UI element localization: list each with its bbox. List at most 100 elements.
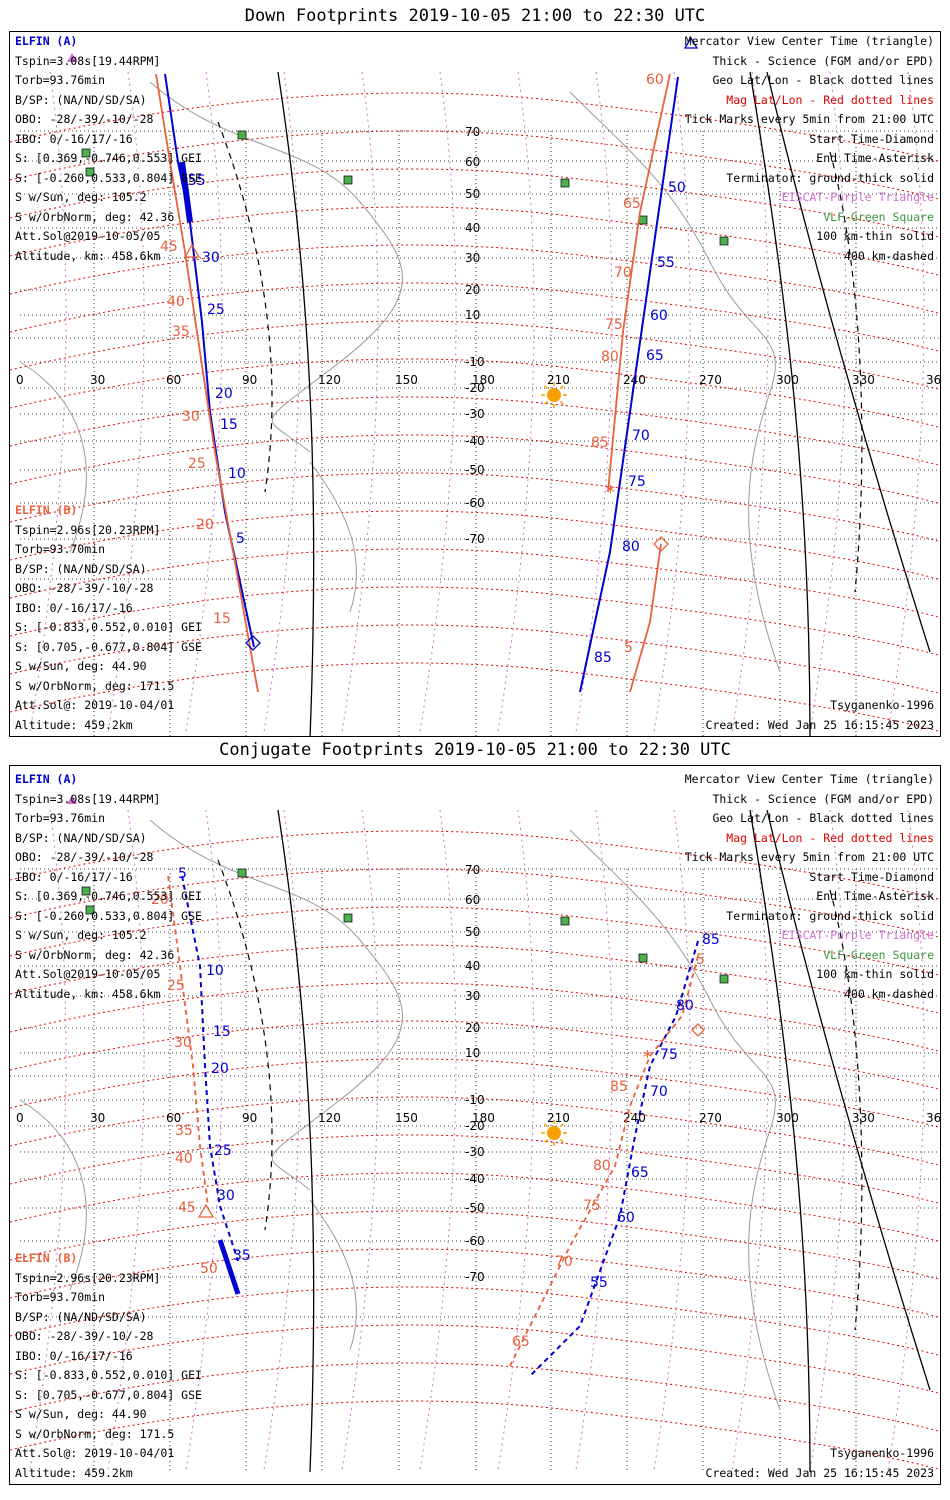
elfin-b-tick-label: 75 [583, 1198, 601, 1214]
legend-line: Mercator View Center Time (triangle) [684, 34, 934, 48]
start-diamond [653, 536, 669, 552]
lat-tick-label: -70 [465, 532, 485, 546]
elfin-b-tick-label: 70 [555, 1254, 573, 1270]
elfin-b-tick-label: 85 [610, 1079, 628, 1095]
lat-tick-label: -20 [465, 381, 485, 395]
sun-ray [544, 400, 549, 405]
sun-ray [544, 1138, 549, 1143]
elfin-a-tick-label: 25 [214, 1143, 232, 1159]
created-label: Created: Wed Jan 25 16:15:45 2023 [705, 717, 934, 732]
elfin-b-tick-label: 5 [696, 952, 705, 968]
legend-line: Start Time-Diamond [809, 131, 934, 146]
elfin-a-science-segment [179, 161, 193, 223]
info-line: S: [0.369,-0.746,0.553] GEI [15, 889, 202, 903]
mag-lon-line [419, 71, 457, 733]
elfin-a-tick-label: 60 [650, 308, 668, 324]
sun-ray [559, 1123, 564, 1128]
legend-line: Tick Marks every 5min from 21:00 UTC [684, 112, 934, 126]
400km-line [217, 859, 273, 1231]
legend-line: Start Time-Diamond [809, 869, 934, 884]
vlf-station-square [638, 215, 648, 225]
elfin-a-tick-label: 30 [217, 1188, 235, 1204]
footer-right: Tsyganenko-1996 Created: Wed Jan 25 16:1… [706, 696, 934, 735]
lat-tick-label: 30 [465, 251, 480, 265]
elfin-b-tick-label: 40 [175, 1151, 193, 1167]
legend-line: Terminator: ground-thick solid [726, 170, 934, 185]
legend-triangle [683, 36, 699, 49]
legend-line: 400 km-dashed [843, 986, 934, 1001]
elfin-a-tick-label: 65 [646, 348, 664, 364]
lat-tick-label: -50 [465, 463, 485, 477]
info-line: IBO: 0/-16/17/-16 [15, 131, 133, 146]
elfin-b-tick-label: 80 [601, 349, 619, 365]
vlf-station-square [85, 905, 95, 915]
elfin-b-tick-label: 5 [624, 640, 633, 656]
lon-tick-label: 0 [16, 373, 24, 387]
info-line: B/SP: (NA/ND/SD/SA) [15, 561, 147, 576]
lat-tick-label: -60 [465, 496, 485, 510]
info-line: Torb=93.70min [15, 1290, 106, 1304]
elfin-b-tick-label: 60 [646, 72, 664, 88]
eiscat-triangle [67, 53, 77, 62]
mag-lon-line [185, 71, 223, 733]
lon-tick-label: 300 [776, 1111, 799, 1125]
elfin-a-tick-label: 60 [617, 1210, 635, 1226]
lon-tick-label: 120 [318, 373, 341, 387]
coastline [149, 819, 403, 1191]
coastline [149, 81, 403, 453]
lon-tick-label: 360 [926, 373, 941, 387]
mag-lon-line [575, 809, 613, 1471]
elfin-a-tick-label: 25 [207, 302, 225, 318]
elfin-b-track [607, 73, 671, 493]
conjugate-footprints-panel: 0306090120150180210240270300330360706050… [9, 765, 941, 1485]
elfin-a-header: ELFIN (A) [15, 34, 78, 48]
lat-tick-label: -50 [465, 1201, 485, 1215]
elfin-a-tick-label: 30 [202, 250, 220, 266]
terminator-line [277, 71, 315, 736]
legend-line: End Time-Asterisk [816, 151, 934, 165]
terminator-line [749, 71, 811, 736]
info-line: B/SP: (NA/ND/SD/SA) [15, 92, 147, 107]
elfin-a-tick-label: 10 [228, 466, 246, 482]
coastline [309, 461, 357, 613]
mag-lon-line [731, 809, 769, 1471]
elfin-a-tick-label: 55 [188, 173, 206, 189]
elfin-b-tick-label: 30 [174, 1035, 192, 1051]
lon-tick-label: 270 [699, 1111, 722, 1125]
info-line: S: [-0.260,0.533,0.804] GSE [15, 908, 202, 923]
lat-tick-label: -30 [465, 407, 485, 421]
info-line: Altitude: 459.2km [15, 717, 133, 732]
terminator-line [766, 71, 931, 653]
elfin-a-science-segment [217, 1239, 241, 1295]
elfin-b-track [167, 875, 209, 1207]
elfin-b-track [155, 73, 259, 693]
legend: Mercator View Center Time (triangle) Thi… [685, 32, 934, 266]
elfin-b-tick-label: 20 [196, 517, 214, 533]
elfin-b-tick-label: 50 [200, 1261, 218, 1277]
lon-tick-label: 30 [90, 373, 105, 387]
lon-tick-label: 360 [926, 1111, 941, 1125]
info-line: Torb=93.70min [15, 542, 106, 556]
legend-line: Mag Lat/Lon - Red dotted lines [726, 830, 934, 845]
lat-tick-label: 50 [465, 925, 480, 939]
elfin-b-tick-label: 30 [182, 409, 200, 425]
info-line: Att.Sol@2019-10-05/05 [15, 967, 161, 981]
legend-line: VLF-Green Square [823, 947, 934, 962]
info-line: IBO: 0/-16/17/-16 [15, 600, 133, 615]
lat-tick-label: -40 [465, 1172, 485, 1186]
coastline [19, 361, 87, 553]
down-footprints-map: 0306090120150180210240270300330360706050… [10, 36, 941, 736]
coastline [309, 1199, 357, 1351]
center-triangle [197, 1203, 215, 1218]
elfin-b-info: ELFIN (B) Tspin=2.96s[20.23RPM] Torb=93.… [15, 1249, 202, 1483]
created-label: Created: Wed Jan 25 16:15:45 2023 [705, 1465, 934, 1480]
start-diamond [691, 1023, 705, 1037]
vlf-station-square [237, 130, 247, 140]
sun-ray [559, 385, 564, 390]
lon-tick-label: 90 [242, 373, 257, 387]
footer-right: Tsyganenko-1996 Created: Wed Jan 25 16:1… [706, 1444, 934, 1483]
mag-lon-line [887, 809, 925, 1471]
legend-line: Geo Lat/Lon - Black dotted lines [712, 73, 934, 87]
info-line: OBO: -28/-39/-10/-28 [15, 112, 154, 126]
elfin-b-tick-label: 40 [167, 294, 185, 310]
